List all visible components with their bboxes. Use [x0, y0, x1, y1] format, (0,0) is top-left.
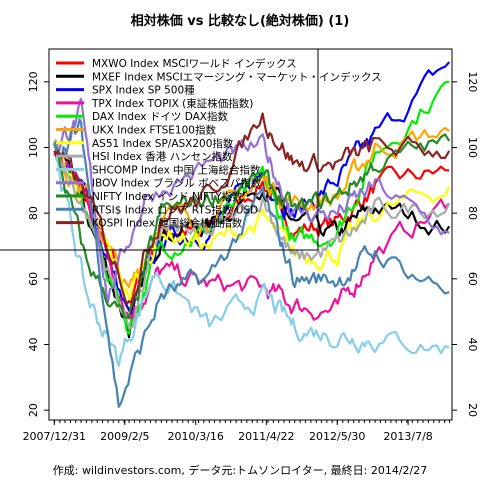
series-line-11 — [53, 118, 450, 408]
series-line-9 — [53, 97, 450, 304]
plot-frame — [48, 48, 453, 421]
chart-footer: 作成: wildinvestors.com, データ元:トムソンロイター, 最終… — [52, 464, 428, 477]
x-tick-label: 2011/4/22 — [238, 430, 294, 443]
chart-title: 相対株価 vs 比較なし(絶対株価) (1) — [130, 14, 350, 29]
x-tick-label: 2013/7/8 — [383, 430, 432, 443]
series-line-3 — [53, 144, 451, 321]
series-line-10 — [53, 133, 451, 319]
legend-label: HSI Index 香港 ハンセン指数 — [92, 150, 233, 163]
legend-label: DAX Index ドイツ DAX指数 — [92, 110, 228, 123]
series-line-8 — [53, 150, 450, 367]
y-tick-label-right: 100 — [466, 137, 479, 158]
y-tick-label-left: 60 — [27, 272, 40, 286]
legend-label: RTSI$ Index ロシア RTS指数 USD — [92, 203, 258, 216]
x-tick-label: 2007/12/31 — [23, 430, 86, 443]
y-tick-label-right: 80 — [466, 206, 479, 220]
x-tick-label: 2009/2/5 — [100, 430, 149, 443]
legend-label: KOSPI Index 韓国総合株価指数 — [92, 217, 243, 230]
y-tick-label-left: 120 — [27, 71, 40, 92]
series-line-7 — [53, 142, 451, 330]
legend-label: IBOV Index ブラジル ボベスパ指数 — [92, 177, 262, 190]
y-tick-label-right: 20 — [466, 403, 479, 417]
legend-label: UKX Index FTSE100指数 — [92, 124, 216, 137]
series-line-6 — [53, 139, 451, 301]
series-line-12 — [53, 112, 451, 306]
y-tick-label-left: 80 — [27, 206, 40, 220]
legend-label: SHCOMP Index 中国 上海総合指数 — [92, 163, 261, 176]
y-tick-label-right: 40 — [466, 337, 479, 351]
x-tick-label: 2010/3/16 — [168, 430, 224, 443]
legend-label: MXEF Index MSCIエマージング・マーケット・インデックス — [92, 70, 382, 83]
series-line-1 — [53, 143, 451, 339]
legend-label: NIFTY Index インド NIFTY指数 — [92, 190, 243, 203]
y-tick-label-right: 120 — [466, 71, 479, 92]
y-tick-label-left: 40 — [27, 337, 40, 351]
legend-label: MXWO Index MSCIワールド インデックス — [92, 57, 297, 70]
legend-label: SPX Index SP 500種 — [92, 84, 195, 97]
legend-label: AS51 Index SP/ASX200指数 — [92, 137, 234, 150]
y-tick-label-left: 100 — [27, 137, 40, 158]
y-tick-label-right: 60 — [466, 272, 479, 286]
legend-label: TPX Index TOPIX (東証株価指数) — [91, 97, 253, 110]
y-tick-label-left: 20 — [27, 403, 40, 417]
x-tick-label: 2012/5/30 — [309, 430, 365, 443]
